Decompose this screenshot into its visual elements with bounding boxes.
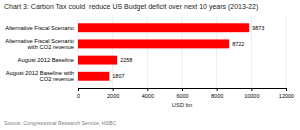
x-tick: 2000 <box>107 88 119 99</box>
grid <box>78 16 286 88</box>
title: Chart 3: Carbon Tax could reduce US Budg… <box>4 3 258 11</box>
x-tick: 10000 <box>244 88 259 99</box>
bar <box>78 23 249 32</box>
x-tick-mark <box>286 88 287 91</box>
x-tick-label: 2000 <box>107 93 119 99</box>
category-label-line: Alternative Fiscal Scenario <box>5 38 74 44</box>
category-label: August 2012 Baseline withCO2 revenue <box>6 70 74 82</box>
x-tick: 8000 <box>211 88 223 99</box>
category-label-line: August 2012 Baseline <box>18 57 74 63</box>
data-label: 8722 <box>232 41 244 47</box>
y-tick: Alternative Fiscal Scenario <box>5 25 78 31</box>
data-label: 1807 <box>112 73 124 79</box>
x-tick-label: 0 <box>77 93 80 99</box>
chart-container: Chart 3: Carbon Tax could reduce US Budg… <box>0 0 300 130</box>
bar <box>78 39 229 48</box>
x-tick: 4000 <box>142 88 154 99</box>
x-tick-label: 4000 <box>142 93 154 99</box>
x-axis-line <box>79 89 287 92</box>
x-tick-mark <box>217 88 218 91</box>
x-tick: 12000 <box>279 88 294 99</box>
x-axis-title: USD bn <box>172 102 192 108</box>
x-tick: 0 <box>77 88 80 99</box>
category-label: Alternative Fiscal Scenariowith CO2 reve… <box>5 38 74 50</box>
x-tick-mark <box>113 88 114 91</box>
category-label-line: with CO2 revenue <box>27 44 74 50</box>
chart-svg: Chart 3: Carbon Tax could reduce US Budg… <box>0 0 300 130</box>
grid-line <box>286 16 287 88</box>
data-label: 9873 <box>252 25 264 31</box>
data-labels: 9873 8722 2258 1807 <box>112 25 264 80</box>
y-tick: August 2012 Baseline <box>18 57 78 63</box>
x-tick-label: 8000 <box>211 93 223 99</box>
category-label-line: CO2 revenue <box>40 76 74 82</box>
x-tick-mark <box>251 88 252 91</box>
x-tick-mark <box>147 88 148 91</box>
y-axis: Alternative Fiscal ScenarioAlternative F… <box>5 25 78 83</box>
x-tick: 6000 <box>176 88 188 99</box>
x-tick-mark <box>78 88 79 91</box>
bar <box>78 72 109 81</box>
bars <box>78 23 249 80</box>
source: Source: Congressional Research Service, … <box>4 120 116 126</box>
category-label: Alternative Fiscal Scenario <box>5 25 74 31</box>
y-tick: August 2012 Baseline withCO2 revenue <box>6 70 78 82</box>
data-label: 2258 <box>120 57 132 63</box>
y-tick: Alternative Fiscal Scenariowith CO2 reve… <box>5 38 78 50</box>
x-tick-label: 10000 <box>244 93 259 99</box>
bar <box>78 56 117 65</box>
category-label-line: Alternative Fiscal Scenario <box>5 25 74 31</box>
x-axis: 0 2000 4000 6000 8000 10000 12000 <box>77 88 294 99</box>
x-tick-label: 12000 <box>279 93 294 99</box>
x-tick-label: 6000 <box>176 93 188 99</box>
category-label-line: August 2012 Baseline with <box>6 70 74 76</box>
x-tick-mark <box>182 88 183 91</box>
category-label: August 2012 Baseline <box>18 57 74 63</box>
